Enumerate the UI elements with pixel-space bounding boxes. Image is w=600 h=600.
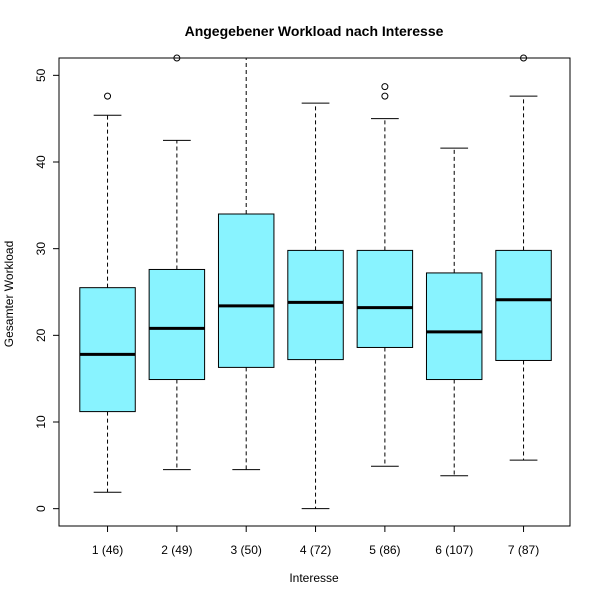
x-tick-label: 2 (49) [161, 543, 192, 557]
box-group [495, 54, 552, 461]
iqr-box [79, 287, 136, 413]
y-tick-label: 0 [34, 505, 48, 512]
iqr-box [287, 249, 344, 361]
y-axis: 0 10 20 30 40 50 [34, 68, 60, 512]
iqr-box [425, 272, 483, 381]
x-tick-label: 6 (107) [435, 543, 473, 557]
x-axis: 1 (46) 2 (49) 3 (50) 4 (72) 5 (86) 6 (107) 7 (… [92, 525, 539, 557]
box-group [217, 57, 275, 471]
x-tick-label: 1 (46) [92, 543, 123, 557]
y-tick-label: 10 [34, 415, 48, 429]
outlier-point [381, 92, 389, 100]
chart-title: Angegebener Workload nach Interesse [185, 23, 444, 39]
iqr-box [148, 268, 206, 381]
x-tick-label: 3 (50) [231, 543, 262, 557]
iqr-box [217, 213, 275, 368]
y-axis-label: Gesamter Workload [2, 241, 16, 347]
outlier-point [104, 92, 112, 100]
x-tick-label: 4 (72) [300, 543, 331, 557]
iqr-box [495, 249, 552, 361]
y-tick-label: 30 [34, 242, 48, 256]
box-group [79, 92, 136, 493]
box-group [356, 83, 414, 467]
x-axis-label: Interesse [289, 571, 339, 585]
iqr-box [356, 249, 414, 348]
box-group [425, 147, 483, 477]
outlier-point [520, 54, 528, 62]
x-tick-label: 5 (86) [369, 543, 400, 557]
x-tick-label: 7 (87) [508, 543, 539, 557]
boxes-layer [79, 54, 552, 510]
y-tick-label: 40 [34, 155, 48, 169]
y-tick-label: 20 [34, 328, 48, 342]
outlier-point [381, 83, 389, 91]
box-group [287, 102, 344, 510]
y-tick-label: 50 [34, 68, 48, 82]
box-group [148, 54, 206, 471]
outlier-point [173, 54, 181, 62]
